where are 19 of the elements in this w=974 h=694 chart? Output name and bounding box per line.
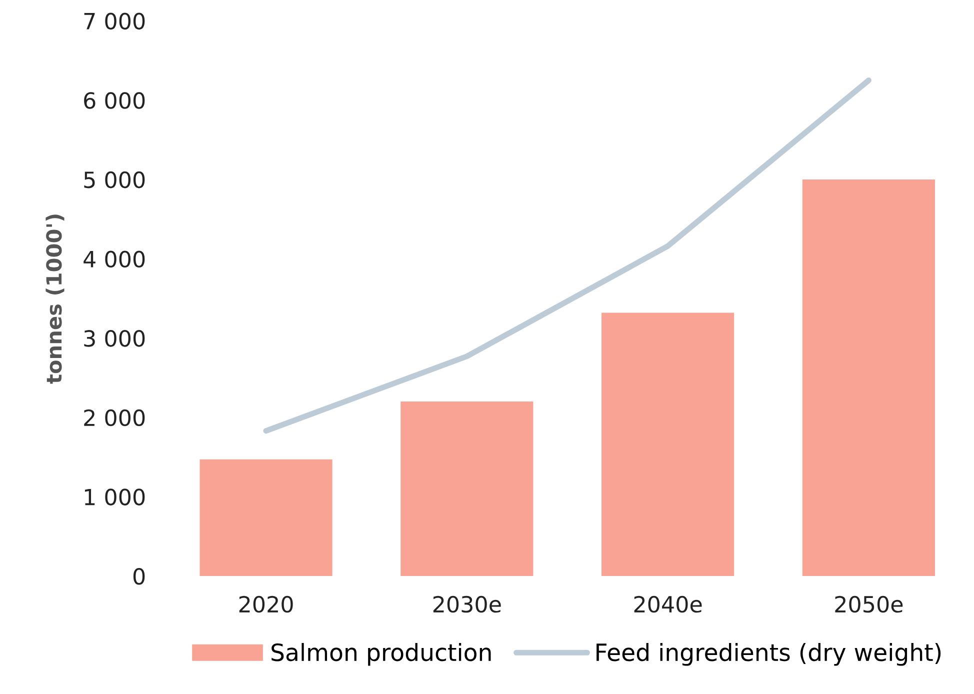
y-tick-label: 0: [133, 568, 145, 585]
bar: [200, 459, 332, 576]
y-tick-label: 4 000: [84, 250, 145, 268]
y-tick-label: 1 000: [84, 488, 145, 506]
x-tick-label: 2050e: [835, 596, 903, 613]
bar: [802, 179, 935, 576]
bar: [400, 402, 534, 576]
x-tick-label: 2030e: [433, 596, 501, 613]
x-tick-label: 2020: [239, 596, 293, 613]
y-tick-label: 2 000: [84, 409, 145, 426]
y-tick-label: 6 000: [84, 92, 145, 109]
y-tick-label: 3 000: [84, 330, 145, 347]
legend-label: Feed ingredients (dry weight): [596, 642, 941, 666]
y-tick-label: 5 000: [84, 171, 145, 188]
y-axis-title: tonnes (1000'): [46, 214, 64, 384]
bar: [602, 312, 734, 576]
x-tick-label: 2040e: [634, 596, 702, 613]
y-tick-label: 7 000: [84, 12, 145, 30]
legend-label: Salmon production: [272, 642, 491, 666]
